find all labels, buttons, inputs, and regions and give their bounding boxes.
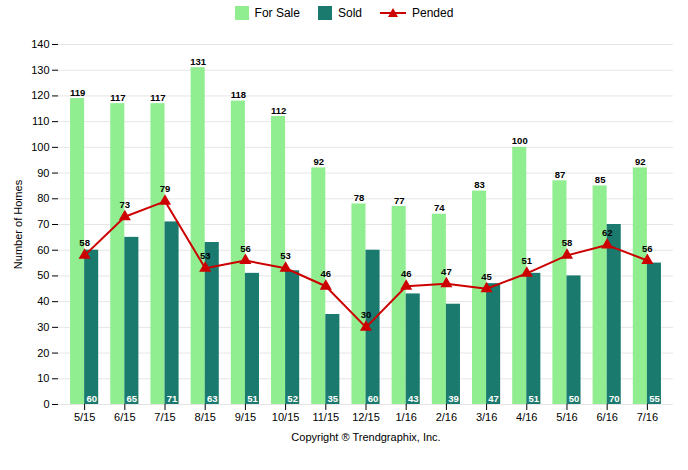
svg-text:46: 46	[321, 268, 332, 279]
svg-text:140: 140	[31, 38, 49, 50]
html-text:For Sale: For Sale	[254, 6, 300, 20]
svg-text:85: 85	[595, 174, 606, 185]
svg-text:2/16: 2/16	[436, 411, 457, 423]
html-text:Sold: Sold	[338, 6, 362, 20]
svg-text:5/15: 5/15	[74, 411, 95, 423]
svg-text:70: 70	[37, 218, 49, 230]
svg-text:100: 100	[31, 141, 49, 153]
svg-text:30: 30	[37, 321, 49, 333]
svg-text:10: 10	[37, 372, 49, 384]
svg-text:Copyright ® Trendgraphix, Inc.: Copyright ® Trendgraphix, Inc.	[291, 431, 440, 443]
svg-text:4/16: 4/16	[516, 411, 537, 423]
svg-text:118: 118	[231, 89, 246, 100]
svg-text:12/15: 12/15	[352, 411, 380, 423]
svg-text:55: 55	[649, 393, 660, 404]
svg-text:60: 60	[37, 244, 49, 256]
svg-text:73: 73	[120, 199, 131, 210]
svg-text:60: 60	[368, 393, 379, 404]
html-text:Pended: Pended	[412, 6, 454, 20]
svg-text:117: 117	[150, 92, 165, 103]
svg-text:83: 83	[474, 179, 485, 190]
svg-text:56: 56	[642, 243, 653, 254]
svg-text:58: 58	[562, 237, 573, 248]
svg-text:80: 80	[37, 192, 49, 204]
svg-text:60: 60	[86, 393, 97, 404]
svg-text:35: 35	[328, 393, 339, 404]
svg-text:9/15: 9/15	[235, 411, 256, 423]
svg-text:51: 51	[247, 393, 258, 404]
svg-text:79: 79	[160, 183, 171, 194]
svg-text:7/16: 7/16	[637, 411, 658, 423]
svg-text:63: 63	[207, 393, 218, 404]
svg-text:90: 90	[37, 167, 49, 179]
svg-text:100: 100	[512, 135, 528, 146]
svg-text:120: 120	[31, 89, 49, 101]
svg-text:117: 117	[110, 92, 125, 103]
svg-text:0: 0	[43, 398, 49, 410]
svg-text:92: 92	[635, 156, 646, 167]
svg-text:7/15: 7/15	[154, 411, 175, 423]
svg-text:3/16: 3/16	[476, 411, 497, 423]
svg-text:56: 56	[240, 243, 251, 254]
svg-text:39: 39	[448, 393, 459, 404]
svg-text:131: 131	[190, 56, 207, 67]
svg-text:8/15: 8/15	[195, 411, 216, 423]
svg-text:52: 52	[287, 393, 298, 404]
svg-text:78: 78	[354, 192, 365, 203]
svg-text:50: 50	[37, 269, 49, 281]
svg-text:119: 119	[70, 87, 85, 98]
svg-text:53: 53	[200, 250, 211, 261]
svg-text:10/15: 10/15	[272, 411, 300, 423]
svg-text:30: 30	[361, 309, 372, 320]
svg-text:130: 130	[31, 64, 49, 76]
svg-text:110: 110	[32, 115, 50, 127]
svg-text:51: 51	[521, 255, 532, 266]
svg-text:53: 53	[280, 250, 291, 261]
svg-text:70: 70	[609, 393, 620, 404]
svg-text:43: 43	[408, 393, 419, 404]
svg-text:40: 40	[37, 295, 49, 307]
svg-text:62: 62	[602, 227, 613, 238]
svg-text:92: 92	[313, 156, 324, 167]
svg-text:112: 112	[271, 105, 286, 116]
svg-text:46: 46	[401, 268, 412, 279]
svg-text:74: 74	[434, 202, 445, 213]
svg-text:47: 47	[488, 393, 499, 404]
svg-text:87: 87	[555, 169, 566, 180]
svg-text:5/16: 5/16	[556, 411, 577, 423]
svg-text:50: 50	[569, 393, 580, 404]
svg-text:45: 45	[481, 271, 492, 282]
svg-text:47: 47	[441, 266, 452, 277]
svg-text:6/16: 6/16	[596, 411, 617, 423]
svg-text:65: 65	[127, 393, 138, 404]
svg-text:71: 71	[167, 393, 178, 404]
svg-text:20: 20	[37, 347, 49, 359]
svg-text:51: 51	[529, 393, 540, 404]
svg-text:77: 77	[394, 195, 405, 206]
svg-text:58: 58	[79, 237, 90, 248]
svg-text:11/15: 11/15	[312, 411, 339, 423]
svg-text:1/16: 1/16	[395, 411, 416, 423]
svg-text:Number of Homes: Number of Homes	[12, 179, 24, 269]
svg-text:6/15: 6/15	[114, 411, 135, 423]
